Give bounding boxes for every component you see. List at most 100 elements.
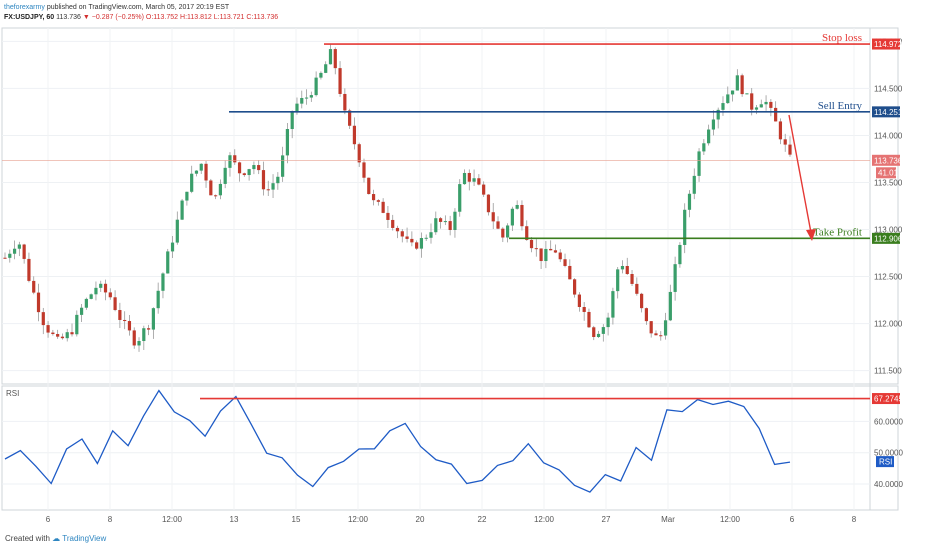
rsi-tag-label: RSI [879,458,892,467]
candle-body [577,294,581,308]
candle-body [644,308,649,322]
candle-body [304,97,309,99]
created-with-label: Created with [5,534,50,543]
candle-body [324,64,328,73]
time-tick-label: Mar [661,515,675,524]
candle-body [185,191,189,201]
price-tick-label: 111.500 [874,367,902,376]
rsi-tick-label: 40.0000 [874,480,903,489]
candle-body [348,110,352,126]
candle-body [415,242,419,249]
candle-body [424,237,428,239]
rsi-tag [876,456,894,468]
time-tick-label: 13 [230,515,239,524]
candle-body [132,330,136,346]
candle-body [788,144,792,155]
candle-body [735,75,739,91]
candle-body [640,293,644,309]
candle-body [118,310,122,320]
chart-header: theforexarmy published on TradingView.co… [4,3,278,23]
candle-body [89,294,93,299]
rsi-high-tag [872,393,900,405]
candle-body [505,225,510,238]
candle-body [778,121,783,140]
candle-body [707,129,711,144]
candle-body [60,336,65,339]
candle-body [525,226,529,240]
candle-body [395,227,400,232]
last-price-tag [872,154,900,166]
candle-body [237,162,242,174]
sell-entry-value: 114.251 [874,108,903,117]
candle-body [27,258,31,281]
candle-body [51,332,55,335]
candle-body [328,49,333,65]
candle-body [740,75,744,95]
candle-body [549,248,553,251]
candle-body [314,77,318,96]
candle-body [462,172,467,185]
candle-body [663,320,668,336]
candle-body [46,325,50,333]
candle-body [448,221,452,230]
candle-body [616,269,620,292]
open-value: O:113.752 [145,14,179,21]
rsi-tick-label: 50.0000 [874,449,903,458]
candle-body [467,172,471,182]
time-tick-label: 20 [416,515,425,524]
candle-body [759,104,763,108]
candle-body [199,163,203,171]
candle-body [228,155,232,168]
candle-body [730,90,735,95]
candle-body [673,264,677,292]
candle-body [371,194,376,201]
candle-body [702,143,706,152]
candle-body [285,129,290,156]
candle-body [630,274,634,284]
candle-body [161,273,165,291]
tradingview-link[interactable]: TradingView [62,534,107,543]
candle-body [649,321,653,334]
candle-body [405,236,409,239]
rsi-pane [1,385,899,511]
candle-body [410,238,414,243]
candle-body [56,334,60,337]
rsi-tick-label: 60.0000 [874,417,903,426]
candle-body [190,173,194,192]
candle-body [65,332,69,339]
down-arrow-icon: ▼ [82,14,90,21]
rsi-high-value: 67.2745 [874,395,903,404]
candle-body [400,231,404,237]
candle-body [482,184,486,195]
symbol-label[interactable]: FX:USDJPY, 60 [4,14,55,21]
time-tick-label: 15 [292,515,301,524]
candle-body [242,173,246,176]
candle-body [156,290,160,309]
candle-body [774,107,778,122]
time-tick-label: 8 [852,515,857,524]
candle-body [75,314,79,335]
candle-body [683,209,687,245]
arrow-head-icon [806,229,816,241]
publish-info: published on TradingView.com, March 05, … [46,4,230,11]
candle-body [486,194,491,213]
candle-body [32,280,36,293]
candle-body [319,72,323,78]
forecast-arrow[interactable] [788,114,813,239]
tradingview-cloud-icon: ☁ [52,534,61,543]
author-name[interactable]: theforexarmy [4,4,45,11]
candle-body [113,297,117,311]
candle-body [338,68,342,94]
candle-body [233,155,237,163]
time-tick-label: 12:00 [534,515,555,524]
candle-body [386,212,390,220]
candle-body [601,327,605,334]
grid [2,28,870,510]
candle-body [8,253,12,258]
candle-body [391,219,395,228]
candle-body [151,308,155,330]
candle-body [252,165,256,170]
candle-body [295,103,299,112]
candle-body [70,332,74,335]
